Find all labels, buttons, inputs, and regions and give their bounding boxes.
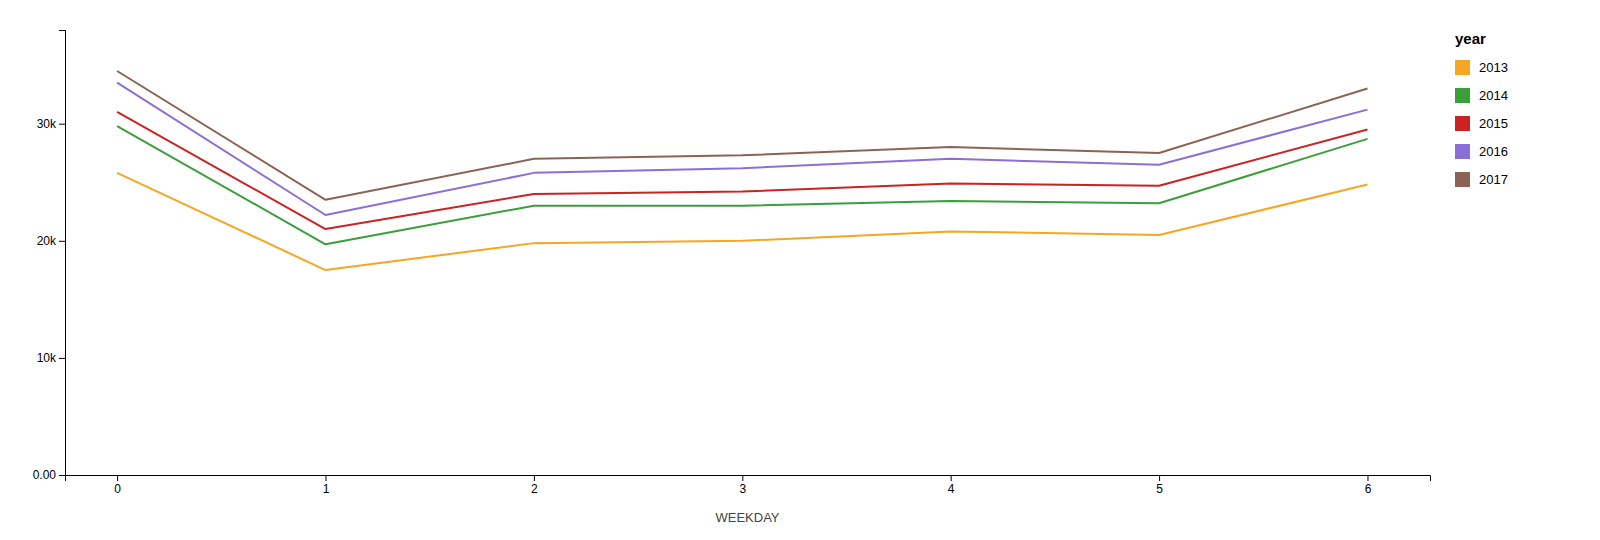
y-tick-label: 10k bbox=[37, 351, 57, 365]
legend-label: 2014 bbox=[1479, 88, 1508, 103]
legend-swatch bbox=[1455, 116, 1470, 131]
x-tick: 3 bbox=[739, 475, 746, 496]
legend-label: 2015 bbox=[1479, 116, 1508, 131]
x-tick-mark bbox=[325, 475, 326, 481]
x-tick: 0 bbox=[114, 475, 121, 496]
y-tick-mark bbox=[59, 124, 65, 125]
y-tick: 10k bbox=[37, 351, 65, 365]
x-tick: 5 bbox=[1156, 475, 1163, 496]
x-tick: 6 bbox=[1365, 475, 1372, 496]
x-tick-mark bbox=[742, 475, 743, 481]
x-tick-label: 6 bbox=[1365, 482, 1372, 496]
y-tick-mark bbox=[59, 241, 65, 242]
legend-item: 2015 bbox=[1455, 116, 1508, 131]
x-axis-title: WEEKDAY bbox=[715, 510, 779, 525]
x-tick-mark bbox=[1159, 475, 1160, 481]
legend-item: 2017 bbox=[1455, 172, 1508, 187]
chart-svg: 0 1 2 3 4 5 6 0.00 10k 20k 30k WEEKDAY year 2013 2014 2… bbox=[0, 0, 1600, 540]
lines bbox=[117, 71, 1367, 270]
x-tick-mark bbox=[1367, 475, 1368, 481]
x-axis-line bbox=[66, 476, 1431, 482]
legend-label: 2013 bbox=[1479, 60, 1508, 75]
x-tick-mark bbox=[117, 475, 118, 481]
y-tick-label: 30k bbox=[37, 117, 57, 131]
legend-swatch bbox=[1455, 60, 1470, 75]
legend-swatch bbox=[1455, 88, 1470, 103]
x-tick: 1 bbox=[323, 475, 330, 496]
y-tick: 20k bbox=[37, 234, 65, 248]
chart-container: 0 1 2 3 4 5 6 0.00 10k 20k 30k WEEKDAY year 2013 2014 2… bbox=[0, 0, 1600, 540]
series-line bbox=[117, 112, 1367, 229]
y-tick-mark bbox=[59, 475, 65, 476]
legend-item: 2014 bbox=[1455, 88, 1508, 103]
x-axis: 0 1 2 3 4 5 6 bbox=[66, 475, 1431, 496]
legend-title: year bbox=[1455, 30, 1486, 47]
legend-label: 2017 bbox=[1479, 172, 1508, 187]
series-line bbox=[117, 126, 1367, 244]
series-line bbox=[117, 71, 1367, 200]
y-tick: 0.00 bbox=[33, 468, 65, 482]
series-line bbox=[117, 83, 1367, 215]
y-tick-label: 20k bbox=[37, 234, 57, 248]
x-tick-label: 1 bbox=[323, 482, 330, 496]
y-axis: 0.00 10k 20k 30k bbox=[33, 31, 66, 483]
x-tick-label: 4 bbox=[948, 482, 955, 496]
y-tick: 30k bbox=[37, 117, 65, 131]
x-tick-label: 3 bbox=[739, 482, 746, 496]
x-tick-label: 0 bbox=[114, 482, 121, 496]
x-tick: 2 bbox=[531, 475, 538, 496]
legend-swatch bbox=[1455, 144, 1470, 159]
legend-item: 2013 bbox=[1455, 60, 1508, 75]
y-tick-label: 0.00 bbox=[33, 468, 57, 482]
y-tick-mark bbox=[59, 358, 65, 359]
x-tick-mark bbox=[951, 475, 952, 481]
x-tick-mark bbox=[534, 475, 535, 481]
legend: year 2013 2014 2015 2016 2017 bbox=[1455, 30, 1508, 187]
x-tick-label: 5 bbox=[1156, 482, 1163, 496]
legend-label: 2016 bbox=[1479, 144, 1508, 159]
legend-item: 2016 bbox=[1455, 144, 1508, 159]
y-axis-line bbox=[59, 31, 66, 476]
legend-swatch bbox=[1455, 172, 1470, 187]
x-tick: 4 bbox=[948, 475, 955, 496]
x-tick-label: 2 bbox=[531, 482, 538, 496]
